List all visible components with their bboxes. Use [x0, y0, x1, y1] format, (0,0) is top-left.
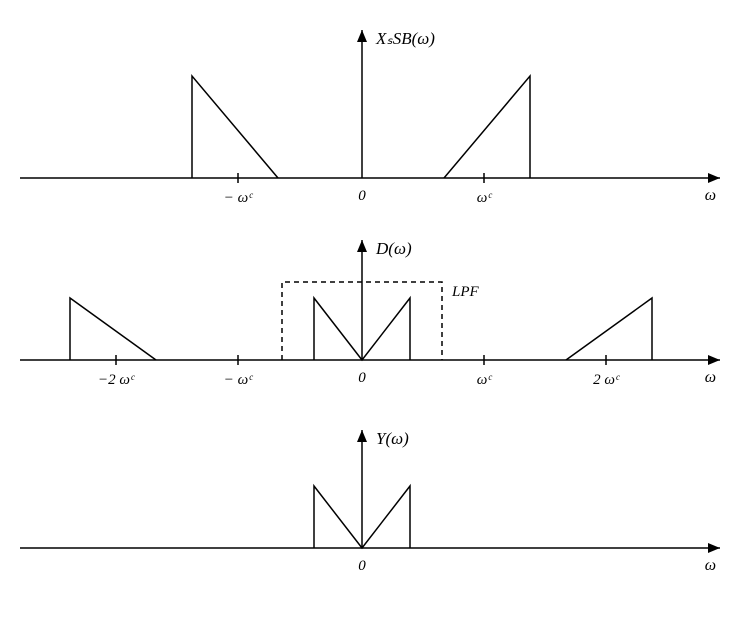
- panel-title: D(ω): [375, 239, 412, 258]
- x-axis-label: ω: [705, 557, 716, 574]
- image-left-triangle: [70, 298, 156, 360]
- arrowhead: [708, 543, 720, 553]
- origin-label: 0: [358, 370, 366, 386]
- origin-label: 0: [358, 188, 366, 204]
- ssb-right-triangle: [444, 76, 530, 178]
- panel-title: Y(ω): [376, 429, 409, 448]
- arrowhead: [357, 30, 367, 42]
- tick-label: 2 ωᶜ: [593, 372, 620, 388]
- tick-label: −2 ωᶜ: [98, 372, 135, 388]
- lpf-label: LPF: [451, 284, 480, 300]
- arrowhead: [357, 240, 367, 252]
- image-right-triangle: [566, 298, 652, 360]
- panel-title: XₛSB(ω): [375, 29, 435, 48]
- tick-label: ωᶜ: [477, 190, 493, 206]
- ssb-left-triangle: [192, 76, 278, 178]
- arrowhead: [357, 430, 367, 442]
- arrowhead: [708, 173, 720, 183]
- tick-label: − ωᶜ: [224, 190, 253, 206]
- origin-label: 0: [358, 558, 366, 574]
- arrowhead: [708, 355, 720, 365]
- tick-label: − ωᶜ: [224, 372, 253, 388]
- tick-label: ωᶜ: [477, 372, 493, 388]
- x-axis-label: ω: [705, 369, 716, 386]
- spectra-figure: XₛSB(ω) ω 0 − ωᶜ ωᶜ D(ω) ω 0 −2 ωᶜ − ωᶜ ωᶜ 2 ωᶜ LPF Y…: [0, 0, 738, 617]
- x-axis-label: ω: [705, 187, 716, 204]
